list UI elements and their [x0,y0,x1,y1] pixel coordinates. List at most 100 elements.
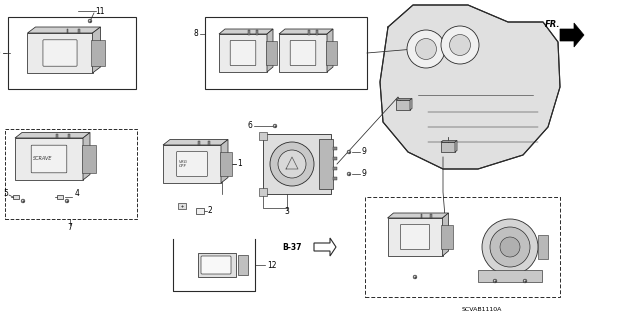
Circle shape [180,204,184,208]
Polygon shape [455,140,457,152]
FancyBboxPatch shape [201,256,231,274]
Bar [431,214,432,219]
Bar [257,31,258,34]
Bar [68,135,70,138]
FancyBboxPatch shape [177,152,207,177]
Polygon shape [219,29,273,34]
Bar [266,41,276,65]
Text: 12: 12 [267,261,276,270]
Bar [248,31,250,34]
Bar [91,40,106,66]
Circle shape [441,26,479,64]
Text: 2: 2 [208,206,212,216]
Polygon shape [163,139,228,145]
Circle shape [493,279,497,283]
Bar [333,158,337,160]
Polygon shape [442,213,449,256]
Polygon shape [93,27,100,73]
Text: 9: 9 [362,147,367,157]
Bar [205,17,367,89]
Polygon shape [387,213,449,218]
Text: SCRAVE: SCRAVE [33,157,52,161]
Text: 8: 8 [193,29,198,39]
Circle shape [407,30,445,68]
Circle shape [347,150,351,154]
Text: 9: 9 [362,169,367,179]
Circle shape [88,19,92,23]
Text: B-37: B-37 [282,242,302,251]
Bar [308,31,310,34]
Polygon shape [410,99,412,110]
Bar [178,203,186,209]
Bar [57,195,63,199]
FancyBboxPatch shape [43,40,77,66]
Polygon shape [314,238,336,256]
Polygon shape [560,23,584,47]
Bar [259,132,267,140]
Bar [441,142,455,152]
Bar [198,253,236,277]
Polygon shape [221,139,228,183]
Bar [333,147,337,151]
Bar [365,197,560,297]
Polygon shape [15,132,90,138]
Polygon shape [28,27,100,33]
Circle shape [500,237,520,257]
Bar [81,145,97,173]
Polygon shape [396,99,412,100]
Polygon shape [327,29,333,72]
Circle shape [65,199,69,203]
FancyBboxPatch shape [290,41,316,66]
Bar [319,139,333,189]
Circle shape [273,124,277,128]
Bar [263,134,331,194]
Polygon shape [279,29,333,34]
Bar [219,34,267,72]
Bar [208,142,210,145]
Circle shape [413,275,417,279]
Circle shape [278,150,306,178]
Text: 7: 7 [68,222,72,232]
Text: VRG
OFF: VRG OFF [179,160,188,168]
Text: 4: 4 [75,189,80,197]
Bar [67,29,68,33]
Bar [442,225,453,249]
Text: 10: 10 [0,48,1,57]
Bar [220,152,232,176]
Bar [333,177,337,181]
Bar [396,100,410,110]
Bar [163,145,221,183]
Bar [8,17,136,89]
Bar [538,235,548,259]
Polygon shape [267,29,273,72]
Circle shape [270,142,314,186]
Text: 11: 11 [95,6,104,16]
Bar [316,31,318,34]
FancyBboxPatch shape [230,41,256,66]
Text: SCVAB1110A: SCVAB1110A [462,307,502,312]
Circle shape [490,227,530,267]
Bar [478,270,542,282]
Bar [259,188,267,196]
Bar [5,129,137,219]
Text: 1: 1 [237,160,242,168]
Bar [420,214,422,219]
Text: FR.: FR. [545,20,560,29]
Bar [238,255,248,275]
Circle shape [415,39,436,59]
Circle shape [347,172,351,176]
Bar [78,29,80,33]
Bar [326,41,337,65]
Circle shape [482,219,538,275]
Text: 3: 3 [285,207,289,217]
Bar [198,142,200,145]
Text: 6: 6 [247,122,252,130]
Bar [196,208,204,214]
Bar [333,167,337,170]
Text: 5: 5 [3,189,8,197]
Polygon shape [380,5,560,169]
Circle shape [449,34,470,56]
Circle shape [524,279,527,283]
Circle shape [21,199,25,203]
FancyBboxPatch shape [401,225,429,249]
